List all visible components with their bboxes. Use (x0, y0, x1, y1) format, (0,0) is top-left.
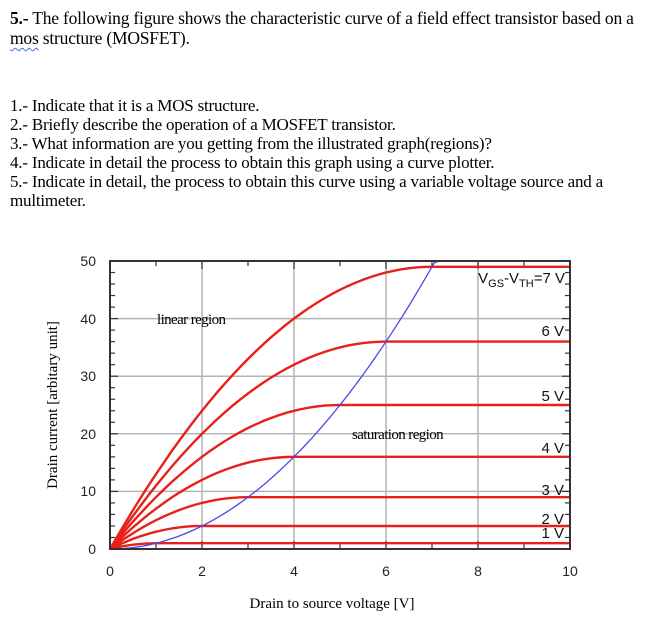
subquestion-1: 1.- Indicate that it is a MOS structure. (10, 96, 260, 115)
drain-current-curve (109, 455, 570, 550)
svg-text:30: 30 (80, 368, 96, 384)
subquestion-list: 1.- Indicate that it is a MOS structure.… (10, 96, 655, 210)
drain-current-curve (109, 524, 570, 551)
drain-current-curve (109, 542, 570, 551)
label-6v: 6 V (541, 323, 564, 340)
question-number: 5.- (10, 8, 29, 28)
y-tick-labels: 50 40 30 20 10 0 (80, 253, 96, 557)
question-text-end: structure (MOSFET). (38, 28, 190, 48)
svg-text:8: 8 (474, 563, 482, 579)
subquestion-5: 5.- Indicate in detail, the process to o… (10, 172, 603, 210)
label-3v: 3 V (541, 482, 564, 499)
svg-text:10: 10 (80, 483, 96, 499)
pinch-off-boundary-curve (109, 260, 440, 550)
subquestion-3: 3.- What information are you getting fro… (10, 134, 492, 153)
subquestion-4: 4.- Indicate in detail the process to ob… (10, 153, 495, 172)
drain-current-curves (108, 265, 570, 551)
x-tick-labels: 0 2 4 6 8 10 (106, 563, 578, 579)
question-header: 5.- The following figure shows the chara… (10, 8, 650, 48)
spellcheck-flagged-word: mos (10, 28, 39, 48)
label-2v: 2 V (541, 511, 564, 528)
svg-text:50: 50 (80, 253, 96, 269)
question-text-start: The following figure shows the character… (28, 8, 634, 28)
y-axis-label: Drain current [arbitary unit] (45, 321, 61, 489)
x-axis-label: Drain to source voltage [V] (250, 596, 415, 612)
plot-frame (109, 260, 571, 550)
svg-text:40: 40 (80, 311, 96, 327)
svg-text:4: 4 (290, 563, 298, 579)
saturation-region-label: saturation region (352, 427, 444, 443)
svg-text:6: 6 (382, 563, 390, 579)
label-7v: VGS-VTH=7 V (478, 270, 565, 290)
label-4v: 4 V (541, 440, 564, 457)
curve-labels: VGS-VTH=7 V 6 V 5 V 4 V 3 V 2 V 1 V (478, 270, 565, 542)
svg-text:0: 0 (88, 541, 96, 557)
linear-region-label: linear region (157, 312, 227, 328)
drain-current-curve (109, 496, 570, 550)
svg-text:20: 20 (80, 426, 96, 442)
svg-text:2: 2 (198, 563, 206, 579)
svg-text:0: 0 (106, 563, 114, 579)
label-1v: 1 V (541, 525, 564, 542)
drain-current-curve (108, 265, 570, 550)
svg-text:10: 10 (562, 563, 578, 579)
drain-current-curve (109, 340, 570, 550)
subquestion-2: 2.- Briefly describe the operation of a … (10, 115, 396, 134)
label-5v: 5 V (541, 388, 564, 405)
